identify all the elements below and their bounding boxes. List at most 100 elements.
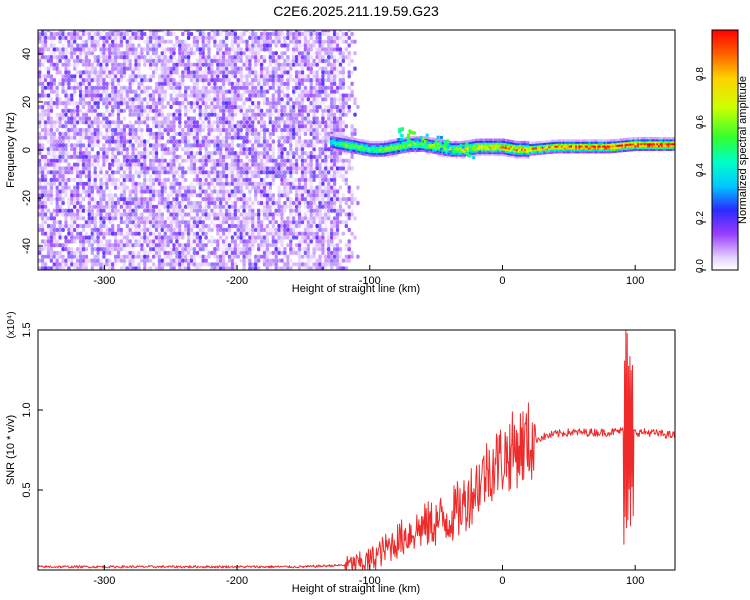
heatmap-noise-cell bbox=[309, 231, 313, 236]
heatmap-noise-cell bbox=[303, 216, 308, 221]
heatmap-noise-cell bbox=[294, 43, 299, 48]
heatmap-noise-cell bbox=[169, 220, 173, 225]
heatmap-noise-cell bbox=[216, 112, 220, 117]
heatmap-noise-cell bbox=[233, 162, 237, 167]
heatmap-noise-cell bbox=[309, 193, 313, 198]
heatmap-noise-cell bbox=[335, 197, 340, 202]
heatmap-noise-cell bbox=[157, 220, 162, 225]
heatmap-noise-cell bbox=[58, 193, 62, 198]
heatmap-noise-cell bbox=[210, 220, 214, 225]
heatmap-noise-cell bbox=[327, 200, 331, 206]
heatmap-noise-cell bbox=[230, 31, 235, 37]
heatmap-noise-cell bbox=[327, 197, 331, 202]
heatmap-noise-cell bbox=[87, 131, 91, 136]
heatmap-noise-cell bbox=[251, 174, 255, 179]
heatmap-noise-cell bbox=[216, 78, 220, 83]
heatmap-noise-cell bbox=[160, 116, 164, 121]
heatmap-noise-cell bbox=[175, 189, 179, 194]
heatmap-noise-cell bbox=[257, 81, 261, 86]
heatmap-noise-cell bbox=[175, 235, 179, 240]
heatmap-noise-cell bbox=[122, 66, 127, 71]
heatmap-noise-cell bbox=[125, 58, 129, 63]
heatmap-noise-cell bbox=[38, 223, 42, 229]
heatmap-noise-cell bbox=[321, 78, 325, 83]
heatmap-noise-cell bbox=[251, 223, 255, 229]
heatmap-noise-cell bbox=[122, 85, 127, 90]
heatmap-noise-cell bbox=[201, 30, 205, 33]
heatmap-noise-cell bbox=[55, 197, 59, 202]
heatmap-noise-cell bbox=[143, 166, 147, 171]
heatmap-noise-cell bbox=[219, 266, 223, 270]
heatmap-noise-cell bbox=[224, 43, 229, 48]
heatmap-noise-cell bbox=[154, 124, 159, 129]
heatmap-noise-cell bbox=[254, 189, 258, 194]
heatmap-noise-cell bbox=[81, 223, 86, 229]
heatmap-noise-cell bbox=[105, 223, 109, 229]
heatmap-noise-cell bbox=[277, 97, 281, 102]
heatmap-noise-cell bbox=[73, 78, 77, 83]
heatmap-noise-cell bbox=[128, 74, 132, 79]
heatmap-noise-cell bbox=[300, 81, 305, 86]
heatmap-noise-cell bbox=[312, 143, 316, 148]
heatmap-noise-cell bbox=[227, 55, 232, 60]
heatmap-noise-cell bbox=[294, 158, 299, 163]
heatmap-noise-cell bbox=[213, 31, 217, 37]
heatmap-noise-cell bbox=[175, 243, 179, 248]
heatmap-noise-cell bbox=[125, 47, 129, 52]
heatmap-noise-cell bbox=[166, 120, 170, 125]
heatmap-noise-cell bbox=[292, 131, 296, 136]
heatmap-noise-cell bbox=[119, 231, 124, 236]
heatmap-noise-cell bbox=[207, 216, 211, 221]
heatmap-noise-cell bbox=[111, 31, 115, 37]
heatmap-noise-cell bbox=[186, 231, 191, 236]
heatmap-noise-cell bbox=[52, 55, 56, 60]
heatmap-noise-cell bbox=[327, 30, 331, 33]
heatmap-noise-cell bbox=[289, 197, 293, 202]
heatmap-noise-cell bbox=[277, 78, 281, 83]
heatmap-noise-cell bbox=[90, 78, 94, 83]
heatmap-noise-cell bbox=[76, 262, 80, 267]
heatmap-noise-cell bbox=[116, 151, 121, 156]
heatmap-noise-cell bbox=[227, 216, 232, 221]
heatmap-noise-cell bbox=[128, 81, 132, 86]
heatmap-noise-cell bbox=[49, 39, 54, 44]
heatmap-noise-cell bbox=[67, 162, 71, 167]
heatmap-noise-cell bbox=[58, 124, 62, 129]
heatmap-noise-cell bbox=[213, 39, 217, 44]
heatmap-noise-cell bbox=[151, 31, 156, 37]
heatmap-noise-cell bbox=[186, 143, 191, 148]
heatmap-noise-cell bbox=[84, 170, 89, 175]
heatmap-noise-cell bbox=[122, 89, 127, 94]
heatmap-noise-cell bbox=[186, 250, 191, 255]
heatmap-noise-cell bbox=[315, 104, 319, 110]
heatmap-noise-cell bbox=[148, 135, 153, 140]
heatmap-noise-cell bbox=[262, 162, 267, 167]
heatmap-noise-cell bbox=[160, 266, 164, 270]
heatmap-noise-cell bbox=[324, 185, 328, 190]
heatmap-noise-cell bbox=[309, 166, 313, 171]
heatmap-noise-cell bbox=[181, 170, 185, 175]
heatmap-noise-cell bbox=[134, 254, 138, 259]
heatmap-noise-cell bbox=[172, 143, 176, 148]
heatmap-noise-cell bbox=[102, 193, 106, 198]
heatmap-noise-cell bbox=[233, 131, 237, 136]
heatmap-noise-cell bbox=[221, 154, 226, 159]
heatmap-noise-cell bbox=[184, 112, 188, 117]
heatmap-noise-cell bbox=[146, 116, 150, 121]
heatmap-noise-cell bbox=[201, 254, 205, 259]
heatmap-noise-cell bbox=[40, 104, 45, 110]
heatmap-noise-cell bbox=[254, 193, 258, 198]
heatmap-noise-cell bbox=[233, 74, 237, 79]
heatmap-noise-cell bbox=[210, 131, 214, 136]
heatmap-noise-cell bbox=[189, 193, 194, 198]
heatmap-noise-cell bbox=[90, 247, 94, 252]
heatmap-noise-cell bbox=[327, 208, 331, 213]
heatmap-noise-cell bbox=[113, 58, 118, 63]
heatmap-noise-cell bbox=[216, 216, 220, 221]
heatmap-noise-cell bbox=[286, 181, 290, 186]
heatmap-noise-cell bbox=[64, 220, 68, 225]
heatmap-noise-cell bbox=[87, 43, 91, 48]
heatmap-noise-cell bbox=[219, 162, 223, 167]
heatmap-noise-cell bbox=[271, 30, 275, 33]
heatmap-noise-cell bbox=[257, 51, 261, 56]
